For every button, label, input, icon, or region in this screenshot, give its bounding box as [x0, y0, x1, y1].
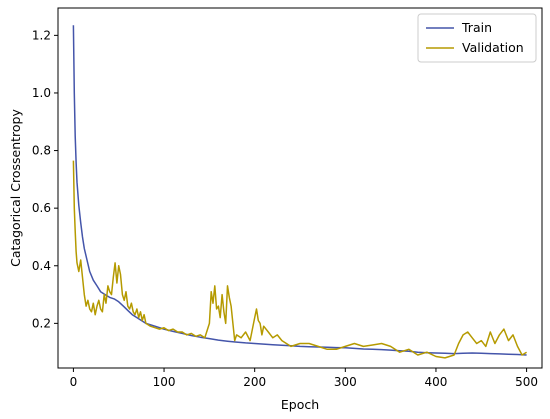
y-tick-label: 0.4	[32, 259, 51, 273]
series-layer	[72, 25, 527, 359]
y-tick-label: 0.2	[32, 316, 51, 330]
series-line-validation	[72, 160, 527, 359]
y-tick-label: 0.8	[32, 144, 51, 158]
x-axis-ticks: 0 100 200 300 400 500	[70, 368, 538, 389]
x-tick-label: 400	[425, 375, 448, 389]
x-tick-label: 300	[334, 375, 357, 389]
y-tick-label: 1.2	[32, 28, 51, 42]
x-tick-label: 100	[153, 375, 176, 389]
x-tick-label: 200	[243, 375, 266, 389]
plot-frame	[57, 7, 543, 369]
x-tick-label: 0	[70, 375, 78, 389]
legend-label-train: Train	[461, 20, 492, 35]
y-tick-label: 1.0	[32, 86, 51, 100]
x-axis-label: Epoch	[281, 397, 319, 412]
legend-box	[417, 13, 537, 63]
legend: Train Validation	[417, 13, 537, 63]
x-tick-label: 500	[515, 375, 538, 389]
legend-label-validation: Validation	[462, 40, 524, 55]
y-axis-ticks: 0.2 0.4 0.6 0.8 1.0 1.2	[32, 28, 58, 330]
y-axis-label: Catagorical Crossentropy	[8, 109, 23, 267]
y-tick-label: 0.6	[32, 201, 51, 215]
